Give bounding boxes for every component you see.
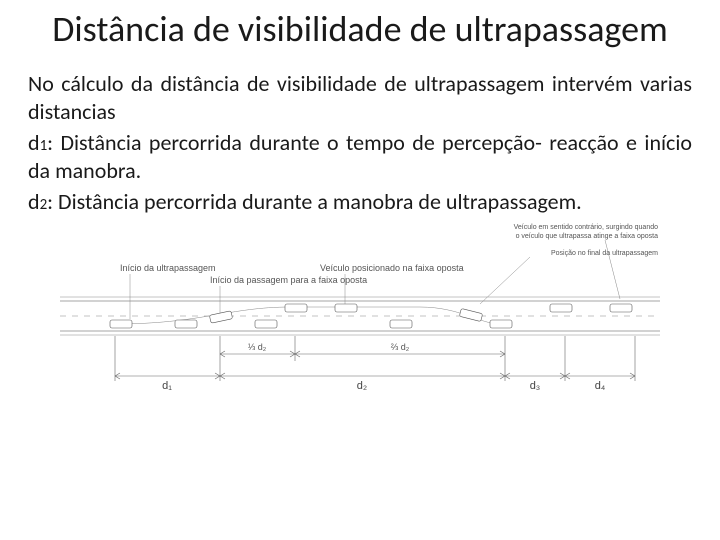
car-a-end bbox=[490, 320, 512, 328]
car-a-mid1 bbox=[285, 304, 307, 312]
oncoming-label-2: o veículo que ultrapassa atinge a faixa … bbox=[516, 233, 659, 240]
dim-d2-frac-l: ⅓ d₂ bbox=[248, 342, 267, 352]
intro-paragraph: No cálculo da distância de visibilidade … bbox=[28, 70, 692, 127]
d2-symbol: d bbox=[28, 188, 40, 215]
end-position-label: Posição no final da ultrapassagem bbox=[551, 250, 658, 257]
overtaking-diagram: Veículo em sentido contrário, surgindo q… bbox=[28, 221, 692, 536]
dim-d4: d₄ bbox=[595, 380, 606, 392]
car-b-2 bbox=[255, 320, 277, 328]
start-lane-change-label: Início da passagem para a faixa oposta bbox=[210, 275, 367, 285]
vehicle-opposite-label: Veículo posicionado na faixa oposta bbox=[320, 263, 464, 273]
leader-5 bbox=[605, 240, 620, 299]
dim-d1: d₁ bbox=[162, 380, 172, 392]
car-oncoming-2 bbox=[550, 304, 572, 312]
start-overtake-label: Início da ultrapassagem bbox=[120, 263, 216, 273]
car-b-1 bbox=[175, 320, 197, 328]
car-b-3 bbox=[390, 320, 412, 328]
car-a-returning bbox=[459, 308, 482, 321]
car-a-entering bbox=[209, 310, 232, 322]
dim-d3: d₃ bbox=[530, 380, 541, 392]
car-a-start bbox=[110, 320, 132, 328]
car-oncoming bbox=[610, 304, 632, 312]
dimension-lines: d₁ ⅓ d₂ ⅔ d₂ d₂ d₃ d₄ bbox=[115, 336, 635, 392]
slide: Distância de visibilidade de ultrapassag… bbox=[0, 0, 720, 540]
diagram-svg: Veículo em sentido contrário, surgindo q… bbox=[60, 221, 660, 401]
oncoming-label-1: Veículo em sentido contrário, surgindo q… bbox=[514, 224, 658, 231]
car-a-mid2 bbox=[335, 304, 357, 312]
d1-text: : Distância percorrida durante o tempo d… bbox=[28, 129, 692, 185]
d1-paragraph: d1: Distância percorrida durante o tempo… bbox=[28, 129, 692, 186]
d1-symbol: d bbox=[28, 129, 40, 156]
d2-paragraph: d2: Distância percorrida durante a manob… bbox=[28, 188, 692, 217]
trajectory bbox=[115, 307, 500, 324]
dim-d2: d₂ bbox=[357, 380, 367, 392]
dim-d2-frac-r: ⅔ d₂ bbox=[391, 342, 410, 352]
d2-text: : Distância percorrida durante a manobra… bbox=[47, 188, 582, 215]
page-title: Distância de visibilidade de ultrapassag… bbox=[28, 10, 692, 50]
